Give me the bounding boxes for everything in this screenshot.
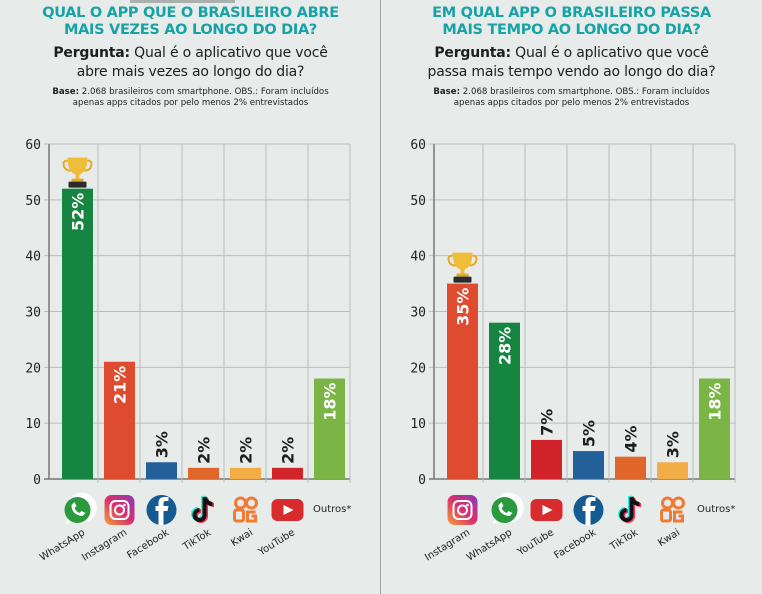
whatsapp-icon <box>491 492 524 524</box>
youtube-icon <box>530 499 563 521</box>
tiktok-icon <box>618 495 642 523</box>
data-label: 52% <box>69 193 88 231</box>
whatsapp-icon <box>64 492 97 524</box>
trophy-icon <box>447 252 478 283</box>
data-label: 35% <box>454 288 473 326</box>
category-label: Kwai <box>656 527 682 549</box>
bar-tiktok <box>615 456 646 479</box>
instagram-icon <box>447 495 478 525</box>
category-label: TikTok <box>607 527 640 553</box>
facebook-icon <box>573 495 604 525</box>
base-line: apenas apps citados por pelo menos 2% en… <box>453 98 690 108</box>
category-label: WhatsApp <box>38 527 87 563</box>
bar-facebook <box>146 462 177 479</box>
kwai-icon <box>233 496 258 523</box>
category-label: Instagram <box>423 527 472 563</box>
data-label: 28% <box>496 327 515 365</box>
category-label: TikTok <box>180 527 213 553</box>
data-label: 4% <box>622 425 641 452</box>
base-line: 2.068 brasileiros com smartphone. OBS.: … <box>79 87 329 97</box>
data-label: 21% <box>111 366 130 404</box>
question-label: Pergunta: <box>434 45 511 61</box>
y-tick-label: 20 <box>410 361 426 376</box>
category-label: Facebook <box>125 527 171 561</box>
bar-kwai <box>230 467 261 479</box>
y-tick-label: 40 <box>25 250 41 265</box>
bar-whatsapp <box>62 188 93 479</box>
y-tick-label: 10 <box>25 417 41 432</box>
youtube-icon <box>271 499 304 521</box>
y-tick-label: 60 <box>410 138 426 153</box>
trophy-icon <box>62 157 93 188</box>
category-label: YouTube <box>256 527 297 558</box>
question-label: Pergunta: <box>53 45 130 61</box>
question-text: Pergunta: Qual é o aplicativo que você p… <box>381 44 762 82</box>
y-tick-label: 20 <box>25 361 41 376</box>
bar-instagram <box>447 283 478 479</box>
bar-outros <box>699 378 730 479</box>
data-label: 5% <box>580 420 599 447</box>
y-tick-label: 30 <box>25 306 41 321</box>
base-label: Base: <box>433 87 461 97</box>
data-label: 18% <box>321 383 340 421</box>
bar-youtube <box>531 439 562 479</box>
title-line: QUAL O APP QUE O BRASILEIRO ABRE <box>42 5 339 21</box>
data-label: 2% <box>279 437 298 464</box>
bar-tiktok <box>188 467 219 479</box>
question-line: abre mais vezes ao longo do dia? <box>76 64 305 80</box>
y-tick-label: 30 <box>410 306 426 321</box>
y-tick-label: 60 <box>25 138 41 153</box>
category-label: WhatsApp <box>465 527 514 563</box>
chart-title: EM QUAL APP O BRASILEIRO PASSA MAIS TEMP… <box>381 5 762 39</box>
bar-instagram <box>104 361 135 479</box>
chart-time: 0 10 20 30 40 50 60 35% Instagram 28% WhatsApp 7% Yo… <box>410 138 736 564</box>
data-label: 3% <box>664 431 683 458</box>
kwai-icon <box>660 496 685 523</box>
decorative-top-bar <box>130 0 235 3</box>
category-label: Kwai <box>229 527 255 549</box>
y-tick-label: 0 <box>418 473 426 488</box>
y-tick-label: 50 <box>410 194 426 209</box>
bar-whatsapp <box>489 322 520 479</box>
y-tick-label: 40 <box>410 250 426 265</box>
base-note: Base: 2.068 brasileiros com smartphone. … <box>381 87 762 109</box>
question-line: Qual é o aplicativo que você <box>510 45 709 61</box>
panel-divider <box>380 0 381 594</box>
data-label: 3% <box>153 431 172 458</box>
title-line: MAIS TEMPO AO LONGO DO DIA? <box>442 22 701 38</box>
base-line: apenas apps citados por pelo menos 2% en… <box>72 98 309 108</box>
question-text: Pergunta: Qual é o aplicativo que você a… <box>0 44 381 82</box>
chart-opens: 0 10 20 30 40 50 60 52% WhatsApp 21% Instagram 3% Fa… <box>25 138 351 564</box>
right-panel: EM QUAL APP O BRASILEIRO PASSA MAIS TEMP… <box>381 0 762 594</box>
bar-facebook <box>573 451 604 479</box>
data-label: 7% <box>538 409 557 436</box>
data-label: 2% <box>195 437 214 464</box>
instagram-icon <box>104 495 135 525</box>
left-panel: QUAL O APP QUE O BRASILEIRO ABRE MAIS VE… <box>0 5 381 109</box>
category-label: Outros* <box>697 504 735 515</box>
title-line: EM QUAL APP O BRASILEIRO PASSA <box>432 5 711 21</box>
title-line: MAIS VEZES AO LONGO DO DIA? <box>63 22 317 38</box>
base-note: Base: 2.068 brasileiros com smartphone. … <box>0 87 381 109</box>
question-line: Qual é o aplicativo que você <box>129 45 328 61</box>
category-label: Instagram <box>80 527 129 563</box>
bar-outros <box>314 378 345 479</box>
chart-title: QUAL O APP QUE O BRASILEIRO ABRE MAIS VE… <box>0 5 381 39</box>
category-label: YouTube <box>515 527 556 558</box>
base-line: 2.068 brasileiros com smartphone. OBS.: … <box>460 87 710 97</box>
bar-youtube <box>272 467 303 479</box>
y-tick-label: 0 <box>33 473 41 488</box>
facebook-icon <box>146 495 177 525</box>
bar-kwai <box>657 462 688 479</box>
tiktok-icon <box>191 495 215 523</box>
y-tick-label: 10 <box>410 417 426 432</box>
data-label: 18% <box>706 383 725 421</box>
y-tick-label: 50 <box>25 194 41 209</box>
base-label: Base: <box>52 87 80 97</box>
question-line: passa mais tempo vendo ao longo do dia? <box>427 64 716 80</box>
category-label: Facebook <box>552 527 598 561</box>
category-label: Outros* <box>313 504 351 515</box>
data-label: 2% <box>237 437 256 464</box>
